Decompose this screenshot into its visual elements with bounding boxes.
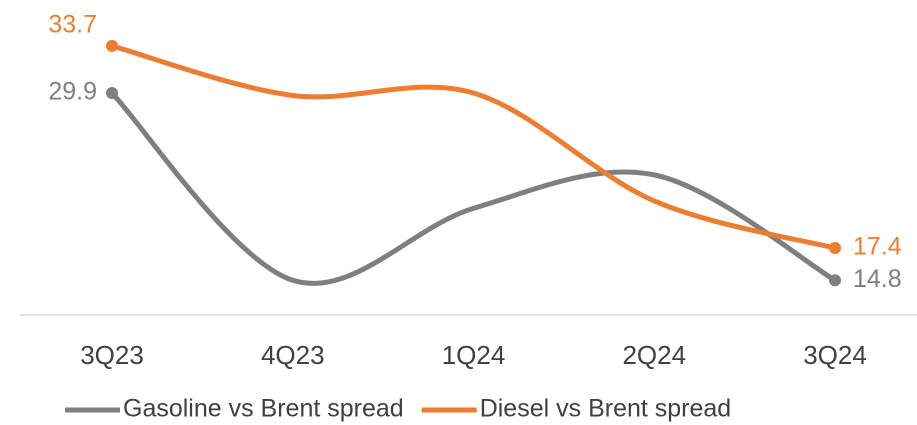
x-tick-label: 3Q24 (803, 340, 867, 370)
data-label: 14.8 (853, 265, 902, 293)
data-label: 17.4 (853, 233, 902, 261)
point (829, 274, 841, 287)
line (109, 43, 838, 251)
x-tick-label: 3Q23 (80, 340, 144, 370)
x-tick-label: 1Q24 (442, 340, 506, 370)
point (106, 39, 118, 52)
data-label: 33.7 (48, 10, 97, 38)
point (106, 87, 118, 100)
point (829, 242, 841, 255)
legend-label: Gasoline vs Brent spread (123, 395, 404, 423)
x-tick-label: 2Q24 (622, 340, 686, 370)
x-tick-label: 4Q23 (261, 340, 325, 370)
data-label: 29.9 (48, 78, 97, 106)
legend-label: Diesel vs Brent spread (480, 395, 732, 423)
line (109, 90, 838, 286)
